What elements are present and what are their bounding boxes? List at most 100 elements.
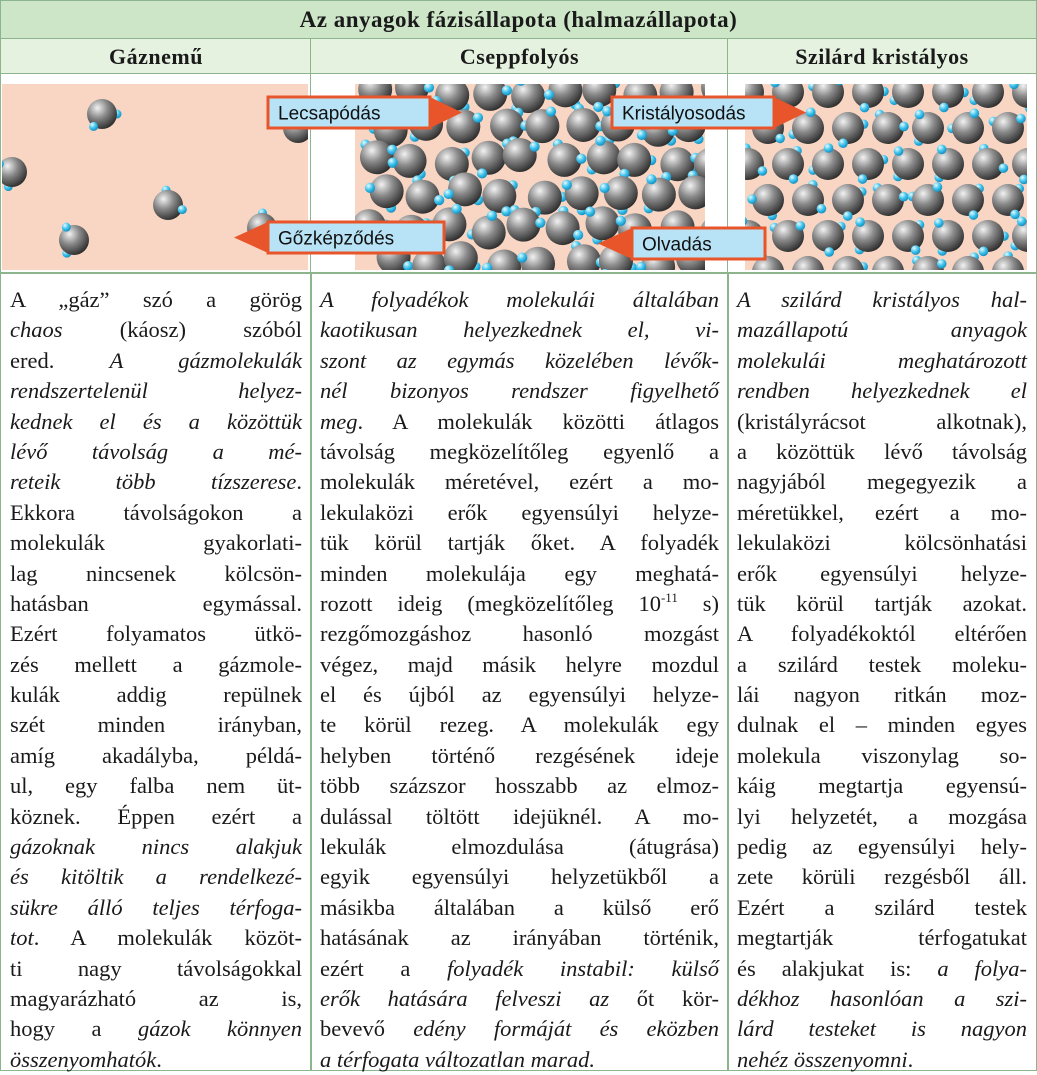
text-line: a térfogata változatlan marad. [320, 1045, 719, 1075]
text-line: hatásának az irányában történik, [320, 923, 719, 953]
italic-text: a térfogata változatlan marad. [320, 1047, 595, 1072]
text: nagyjából megegyezik a [737, 469, 1027, 494]
text-line: dulnak el – minden egyes [737, 710, 1027, 740]
text-line: te körül rezeg. A molekulák egy [320, 710, 719, 740]
text-line: és kitöltik a rendelkezé- [10, 862, 302, 892]
picture-cell [727, 73, 1037, 274]
text: rozott ideig (megközelítőleg 10 [320, 591, 661, 616]
text: bevevő [320, 1016, 413, 1041]
text-line: Ezért folyamatos ütkö- [10, 619, 302, 649]
text-line: molekulák méretével, ezért a mo- [320, 467, 719, 497]
text-line: a szilárd testek moleku- [737, 650, 1027, 680]
text: magyarázható az is, [10, 986, 302, 1011]
text-line: kulák addig repülnek [10, 680, 302, 710]
text-line: szét minden irányban, [10, 710, 302, 740]
text-line: kednek el és a közöttük [10, 407, 302, 437]
text: ezért a [320, 956, 447, 981]
italic-text: dékhoz hasonlóan a szi- [737, 986, 1027, 1011]
text-line: magyarázható az is, [10, 984, 302, 1014]
text-line: Ekkora távolságokon a [10, 498, 302, 528]
text-line: tük körül tartják őket. A folyadék [320, 528, 719, 558]
text: hogy a [10, 1016, 138, 1041]
italic-text: mazállapotú anyagok [737, 317, 1027, 342]
text-line: nagyjából megegyezik a [737, 467, 1027, 497]
italic-text: A szilárd kristályos hal- [737, 287, 1027, 312]
italic-text: sükre álló teljes térfoga- [10, 895, 302, 920]
text-line: molekula viszonylag so- [737, 741, 1027, 771]
text-line: végez, majd másik helyre mozdul [320, 650, 719, 680]
text-line: lekulaközi kölcsönhatási [737, 528, 1027, 558]
text-line: (kristályrácsot alkotnak), [737, 407, 1027, 437]
italic-text: A folyadékok molekulái általában [320, 287, 719, 312]
text-line: reteik több tízszerese. [10, 467, 302, 497]
text-line: összenyomhatók. [10, 1045, 302, 1075]
text: szét minden irányban, [10, 712, 302, 737]
text: molekula viszonylag so- [737, 743, 1027, 768]
text-line: meg. A molekulák közötti átlagos [320, 407, 719, 437]
text: zés mellett a gázmole- [10, 652, 302, 677]
text: Ezért a szilárd testek [737, 895, 1027, 920]
text: lag nincsenek kölcsön- [10, 561, 302, 586]
text-line: Ezért a szilárd testek [737, 893, 1027, 923]
text-line: lag nincsenek kölcsön- [10, 559, 302, 589]
text-line: hogy a gázok könnyen [10, 1014, 302, 1044]
text-line: zete körüli rezgésből áll. [737, 862, 1027, 892]
italic-text: chaos [10, 317, 63, 342]
text: pedig az egyensúlyi hely- [737, 834, 1027, 859]
text-line: bevevő edény formáját és eközben [320, 1014, 719, 1044]
table-title: Az anyagok fázisállapota (halmazállapota… [0, 0, 1037, 40]
text: ti nagy távolságokkal [10, 956, 302, 981]
text: méretükkel, ezért a mo- [737, 500, 1027, 525]
text-line: ered. A gázmolekulák [10, 346, 302, 376]
italic-text: folyadék instabil: külső [447, 956, 719, 981]
text: a szilárd testek moleku- [737, 652, 1027, 677]
text-line: rendszertelenül helyez- [10, 376, 302, 406]
column-heading: Szilárd kristályos [727, 38, 1037, 75]
text: el és újból az egyensúlyi helyze- [320, 682, 719, 707]
italic-text: és kitöltik a rendelkezé- [10, 864, 302, 889]
text: molekulák gyakorlati- [10, 530, 302, 555]
text: (kristályrácsot alkotnak), [737, 409, 1027, 434]
italic-text: lévő távolság a mé- [10, 439, 302, 464]
text: . A molekulák közöt- [34, 925, 302, 950]
text: dulnak el – minden egyes [737, 712, 1027, 737]
column-heading: Gáznemű [0, 38, 312, 75]
italic-text: nehéz összenyomni [737, 1047, 908, 1072]
text: lyi helyzetét, a mozgása [737, 804, 1027, 829]
text-line: pedig az egyensúlyi hely- [737, 832, 1027, 862]
text: tük körül tartják azokat. [737, 591, 1027, 616]
picture-cell [0, 73, 312, 274]
text: minden molekulája egy meghatá- [320, 561, 719, 586]
text: zete körüli rezgésből áll. [737, 864, 1027, 889]
italic-text: edény formáját és eközben [413, 1016, 719, 1041]
text-cell: A szilárd kristályos hal-mazállapotú any… [727, 272, 1037, 1071]
text-line: lévő távolság a mé- [10, 437, 302, 467]
text-line: megtartják térfogatukat [737, 923, 1027, 953]
text: . [908, 1047, 914, 1072]
text: helyben történő rezgésének ideje [320, 743, 719, 768]
italic-text: szont az egymás közelében lévők- [320, 348, 719, 373]
text-line: másikba általában a külső erő [320, 893, 719, 923]
text-line: mazállapotú anyagok [737, 315, 1027, 345]
text: Ezért folyamatos ütkö- [10, 621, 302, 646]
text-line: sükre álló teljes térfoga- [10, 893, 302, 923]
text-line: nehéz összenyomni. [737, 1045, 1027, 1075]
text-line: ul, egy falba nem üt- [10, 771, 302, 801]
text-line: lái nagyon ritkán moz- [737, 680, 1027, 710]
text-line: A „gáz” szó a görög [10, 285, 302, 315]
text: káig megtartja egyensú- [737, 773, 1027, 798]
text-line: hatásban egymással. [10, 589, 302, 619]
text: s) [678, 591, 719, 616]
text: és alakjukat is: [737, 956, 937, 981]
italic-text: lárd testeket is nagyon [737, 1016, 1027, 1041]
text-line: A folyadékoktól eltérően [737, 619, 1027, 649]
text-line: amíg akadályba, példá- [10, 741, 302, 771]
italic-text: kaotikusan helyezkednek el, vi- [320, 317, 719, 342]
text: távolság megközelítőleg egyenlő a [320, 439, 719, 464]
text-line: rendben helyezkednek el [737, 376, 1027, 406]
text: amíg akadályba, példá- [10, 743, 302, 768]
text: ered. [10, 348, 110, 373]
text-line: ti nagy távolságokkal [10, 954, 302, 984]
text-line: dulással töltött idejüknél. A mo- [320, 802, 719, 832]
text-line: A szilárd kristályos hal- [737, 285, 1027, 315]
